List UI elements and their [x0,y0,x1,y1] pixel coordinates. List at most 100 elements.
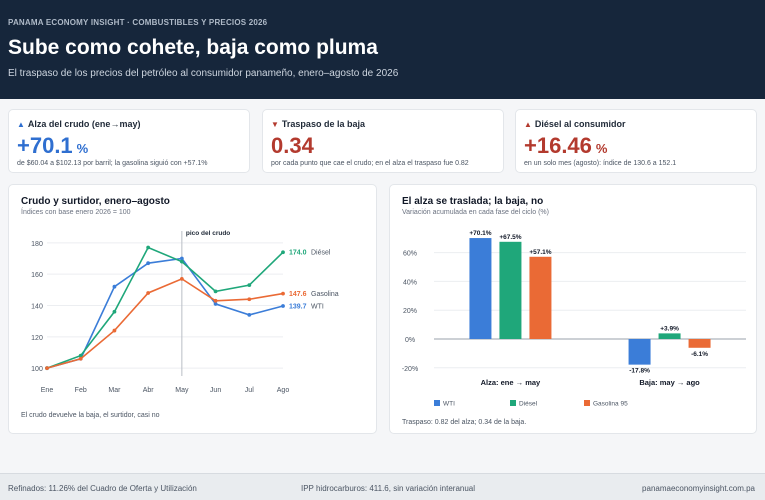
series-name-label: WTI [311,303,324,310]
x-tick-label: Feb [75,387,87,394]
legend-label: WTI [443,401,455,408]
line-chart-panel: Crudo y surtidor, enero–agosto Índices c… [8,184,377,434]
bar-value-label: +70.1% [469,230,491,237]
y-tick-label: 140 [31,304,43,311]
bar [499,241,522,339]
data-point [247,313,252,317]
kpi-note: en un solo mes (agosto): índice de 130.6… [524,160,677,167]
bar-value-label: -6.1% [691,351,708,358]
x-tick-label: Ene [41,387,54,394]
line-chart: 100 120 140 160 180 Ene Feb Mar Abr May Jun Jul Ago p… [31,230,339,394]
end-value-label: 147.6 [289,291,307,298]
kpi-unit: % [595,141,608,156]
data-point [179,256,184,261]
legend-swatch [510,400,516,406]
data-point [112,328,117,333]
data-point [281,250,285,255]
bar [628,339,651,365]
footer-left: Refinados: 11.26% del Cuadro de Oferta y… [8,484,197,493]
data-point [45,366,49,371]
series-line [46,257,284,369]
bar-value-label: +57.1% [529,249,551,256]
kpi-card-crude-rise: ▲ Alza del crudo (ene→may) +70.1% de $60.… [8,109,250,173]
data-point [112,309,117,314]
x-tick-label: Jul [245,387,254,394]
data-point [146,291,151,295]
bar-chart-footnote: Traspaso: 0.82 del alza; 0.34 de la baja… [402,419,527,426]
kpi-number: +16.46 [524,133,592,158]
page-subtitle: El traspaso de los precios del petróleo … [8,68,399,79]
kpi-value: +16.46% [524,133,607,159]
data-point [112,284,117,289]
data-point [213,289,218,294]
series-line [46,246,284,369]
line-chart-footnote: El crudo devuelve la baja, el surtidor, … [21,412,160,419]
header-banner: PANAMA ECONOMY INSIGHT · COMBUSTIBLES Y … [0,0,765,99]
kicker: PANAMA ECONOMY INSIGHT · COMBUSTIBLES Y … [8,18,268,27]
page-title: Sube como cohete, baja como pluma [8,36,378,59]
kpi-note: por cada punto que cae el crudo; en el a… [271,160,469,167]
x-tick-label: Abr [143,387,155,394]
bar [688,339,711,348]
y-tick-label: 20% [403,308,417,315]
data-point [281,291,285,296]
data-point [281,304,285,308]
bar [658,333,681,339]
kpi-label: Alza del crudo (ene→may) [27,119,141,129]
kpi-card-diesel: ▲ Diésel al consumidor +16.46% en un solo… [515,109,757,173]
line-chart-subtitle: Índices con base enero 2026 = 100 [21,209,131,216]
y-tick-label: 120 [31,335,43,342]
kpi-label: Traspaso de la baja [281,119,365,129]
data-point [179,259,184,264]
triangle-down-icon: ▼ [271,120,279,129]
kpi-value: +70.1% [17,133,88,159]
legend-label: Diésel [519,401,538,408]
legend-swatch [434,400,440,406]
line-chart-title: Crudo y surtidor, enero–agosto [21,196,170,207]
category-label: Baja: may → ago [639,378,700,387]
bar-chart-title: El alza se traslada; la baja, no [402,196,544,207]
kpi-unit: % [76,141,89,156]
end-value-label: 139.7 [289,303,307,310]
kpi-value: 0.34 [271,133,314,159]
y-tick-label: 180 [31,241,43,248]
data-point [247,283,252,288]
data-point [78,353,83,358]
kpi-label: Diésel al consumidor [534,119,626,129]
series-name-label: Diésel [311,250,331,257]
triangle-up-icon: ▲ [17,120,25,129]
annotation-label: pico del crudo [186,230,230,237]
bar-value-label: +67.5% [499,234,521,241]
category-label: Alza: ene → may [481,378,541,387]
data-point [247,297,252,302]
data-point [179,276,184,281]
series-line [46,277,284,369]
kpi-number: +70.1 [17,133,73,158]
data-point [213,298,218,303]
bar-value-label: +3.9% [660,325,679,332]
bar-chart-subtitle: Variación acumulada en cada fase del cic… [402,209,549,216]
bar [529,256,552,339]
kpi-card-passthrough: ▼ Traspaso de la baja 0.34 por cada punto… [262,109,504,173]
legend-label: Gasolina 95 [593,401,628,408]
bar-value-label: -17.8% [629,368,650,375]
x-tick-label: Ago [277,387,290,394]
bar-chart: -20% 0% 20% 40% 60% +70.1% +67.5% +57.1% Alza: e… [402,230,746,408]
footer-center: IPP hidrocarburos: 411.6, sin variación … [301,484,476,493]
y-tick-label: 60% [403,251,417,258]
data-point [146,245,151,250]
y-tick-label: 160 [31,272,43,279]
triangle-up-icon: ▲ [524,120,532,129]
footer-source-link[interactable]: panamaeconomyinsight.com.pa [642,484,755,493]
series-name-label: Gasolina [311,291,339,298]
data-point [213,302,218,306]
x-tick-label: May [175,387,189,394]
y-tick-label: 0% [405,337,415,344]
y-tick-label: -20% [402,366,418,373]
data-point [146,261,151,266]
x-tick-label: Mar [108,387,121,394]
kpi-note: de $60.04 a $102.13 por barril; la gasol… [17,160,208,167]
data-point [78,356,83,361]
bar-chart-panel: El alza se traslada; la baja, no Variaci… [389,184,757,434]
legend-swatch [584,400,590,406]
